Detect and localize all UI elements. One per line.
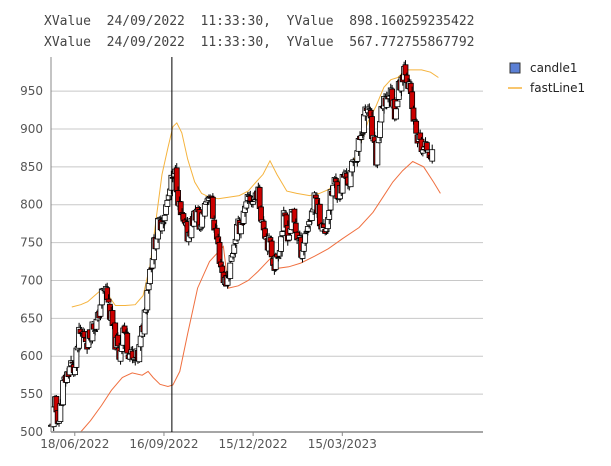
candle (92, 330, 99, 332)
x-tick-label: 15/03/2023 (308, 437, 377, 451)
candle-series (48, 60, 436, 432)
candle (366, 108, 373, 111)
y-tick-label: 900 (20, 122, 43, 136)
candle (359, 132, 366, 135)
legend-label-fastline1: fastLine1 (530, 81, 585, 95)
candle (105, 298, 112, 303)
candle (358, 135, 365, 140)
y-tick-label: 550 (20, 387, 43, 401)
candle (209, 196, 216, 219)
candle (201, 203, 208, 217)
candle (275, 257, 282, 260)
legend-candle-swatch (509, 62, 521, 74)
candle (302, 233, 309, 244)
candle (291, 208, 298, 223)
y-tick-label: 800 (20, 198, 43, 212)
candle (164, 199, 171, 207)
candle (231, 244, 238, 254)
candle (413, 120, 420, 134)
cursor-readout-2: XValue 24/09/2022 11:33:30, YValue 567.7… (44, 35, 475, 50)
candle (304, 226, 311, 232)
y-tick-label: 650 (20, 311, 43, 325)
y-tick-label: 750 (20, 236, 43, 250)
candle (410, 107, 417, 122)
y-tick-label: 500 (20, 425, 43, 439)
candle (124, 332, 131, 354)
y-tick-label: 700 (20, 273, 43, 287)
y-tick-label: 600 (20, 349, 43, 363)
candle (144, 290, 151, 311)
candle (312, 194, 319, 199)
series-line-lower (80, 160, 441, 433)
x-tick-label: 18/06/2022 (40, 437, 109, 451)
candle (286, 234, 292, 241)
candle (243, 201, 250, 209)
candle (258, 206, 264, 222)
candle (279, 231, 286, 237)
candle (326, 210, 333, 220)
axes: 500 550 600 650 700 750 800 850 900 950 18/06/2022… (20, 57, 483, 451)
candle (160, 221, 167, 225)
x-tick-label: 15/12/2022 (219, 437, 288, 451)
candle (374, 140, 381, 166)
candle (411, 119, 418, 122)
y-tick-label: 850 (20, 160, 43, 174)
candle (394, 100, 401, 108)
series-line-fastLine1 (71, 69, 439, 308)
candle (377, 120, 383, 138)
candle (250, 201, 256, 205)
candle (60, 380, 66, 406)
cursor-readout-1: XValue 24/09/2022 11:33:30, YValue 898.1… (44, 14, 475, 29)
candle (268, 240, 275, 258)
candle (393, 108, 400, 120)
x-tick-label: 16/09/2022 (129, 437, 198, 451)
candle (147, 269, 153, 284)
series-lines (71, 69, 441, 433)
candle (278, 236, 284, 252)
candle (423, 142, 430, 151)
candle (161, 214, 168, 222)
candle (227, 262, 234, 279)
candle (306, 221, 313, 226)
legend: candle1 fastLine1 (508, 61, 585, 95)
y-tick-label: 950 (20, 84, 43, 98)
candle (429, 149, 436, 162)
candle (57, 403, 64, 422)
legend-label-candle1: candle1 (530, 61, 578, 75)
